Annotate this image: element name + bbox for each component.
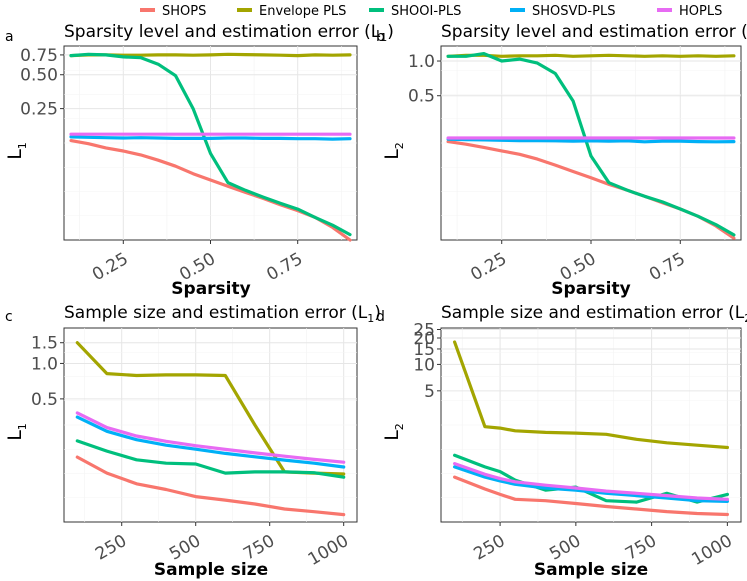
y-tick-label: 1.0: [408, 52, 435, 72]
y-tick-label: 15: [413, 340, 435, 360]
y-tick-label: 0.5: [31, 390, 58, 410]
legend: SHOPS Envelope PLS SHOOI-PLS SHOSVD-PLS HOPL…: [140, 4, 722, 19]
panel-letter: a: [5, 29, 14, 45]
panel-a: 0.25 0.50 0.750.250.500.75a Sparsity level …: [4, 22, 394, 299]
y-tick-label: 0.50: [20, 66, 58, 86]
series-line-shosvd-pls: [453, 465, 730, 503]
panel-title: Sample size and estimation error (L1): [64, 303, 381, 325]
series-line-shosvd-pls: [69, 135, 352, 141]
x-tick-label: 250: [92, 531, 130, 565]
series-line-hopls: [453, 462, 730, 501]
y-axis-label: L2: [381, 423, 406, 441]
y-axis-label: L1: [4, 142, 29, 160]
legend-label-4: SHOSVD-PLS: [532, 4, 615, 19]
x-tick-label: 1000: [688, 531, 735, 570]
legend-label-5: HOPLS: [679, 4, 722, 19]
y-axis-label: L1: [4, 423, 29, 441]
legend-label-3: SHOOI-PLS: [391, 4, 461, 19]
legend-label-1: SHOPS: [162, 4, 206, 19]
y-tick-label: 10: [413, 355, 435, 375]
x-tick-label: 0.25: [89, 249, 132, 285]
series-line-shooi-pls: [446, 51, 736, 237]
series-line-envelope-pls: [446, 53, 736, 58]
y-tick-label: 5: [424, 382, 435, 402]
y-tick-label: 0.25: [20, 100, 58, 120]
panel-letter: d: [376, 309, 385, 325]
y-tick-label: 1.0: [31, 354, 58, 374]
legend-label-2: Envelope PLS: [259, 4, 346, 19]
panel-letter: c: [5, 309, 13, 325]
y-axis-label: L2: [381, 142, 406, 160]
x-axis-label: Sample size: [154, 560, 268, 580]
series-line-shooi-pls: [69, 52, 352, 237]
x-axis-label: Sample size: [534, 560, 648, 580]
x-tick-label: 1000: [305, 531, 352, 570]
series-line-shosvd-pls: [75, 415, 346, 469]
panel-letter: b: [376, 29, 385, 45]
series-line-hopls: [75, 411, 346, 464]
x-tick-label: 0.25: [467, 249, 510, 285]
panel-title: Sparsity level and estimation error (L2): [441, 22, 747, 44]
x-axis-label: Sparsity: [551, 279, 630, 299]
series-line-shooi-pls: [75, 439, 346, 479]
x-tick-label: 250: [470, 531, 508, 565]
series-line-envelope-pls: [453, 340, 730, 450]
y-tick-label: 25: [413, 320, 435, 340]
series-line-shops: [75, 455, 346, 517]
y-tick-label: 1.5: [31, 334, 58, 354]
series-line-shosvd-pls: [446, 137, 736, 144]
panel-title: Sample size and estimation error (L2): [441, 303, 747, 325]
panel-title: Sparsity level and estimation error (L1): [64, 22, 394, 44]
x-tick-label: 0.75: [646, 249, 689, 285]
series-line-shops: [453, 475, 730, 517]
panel-b: 0.25 0.50 0.750.51.0b Sparsity level and es…: [376, 22, 747, 299]
x-axis-label: Sparsity: [171, 279, 250, 299]
y-tick-label: 20: [413, 329, 435, 349]
y-tick-label: 0.5: [408, 87, 435, 107]
x-tick-label: 0.75: [263, 249, 306, 285]
y-tick-label: 0.75: [20, 46, 58, 66]
